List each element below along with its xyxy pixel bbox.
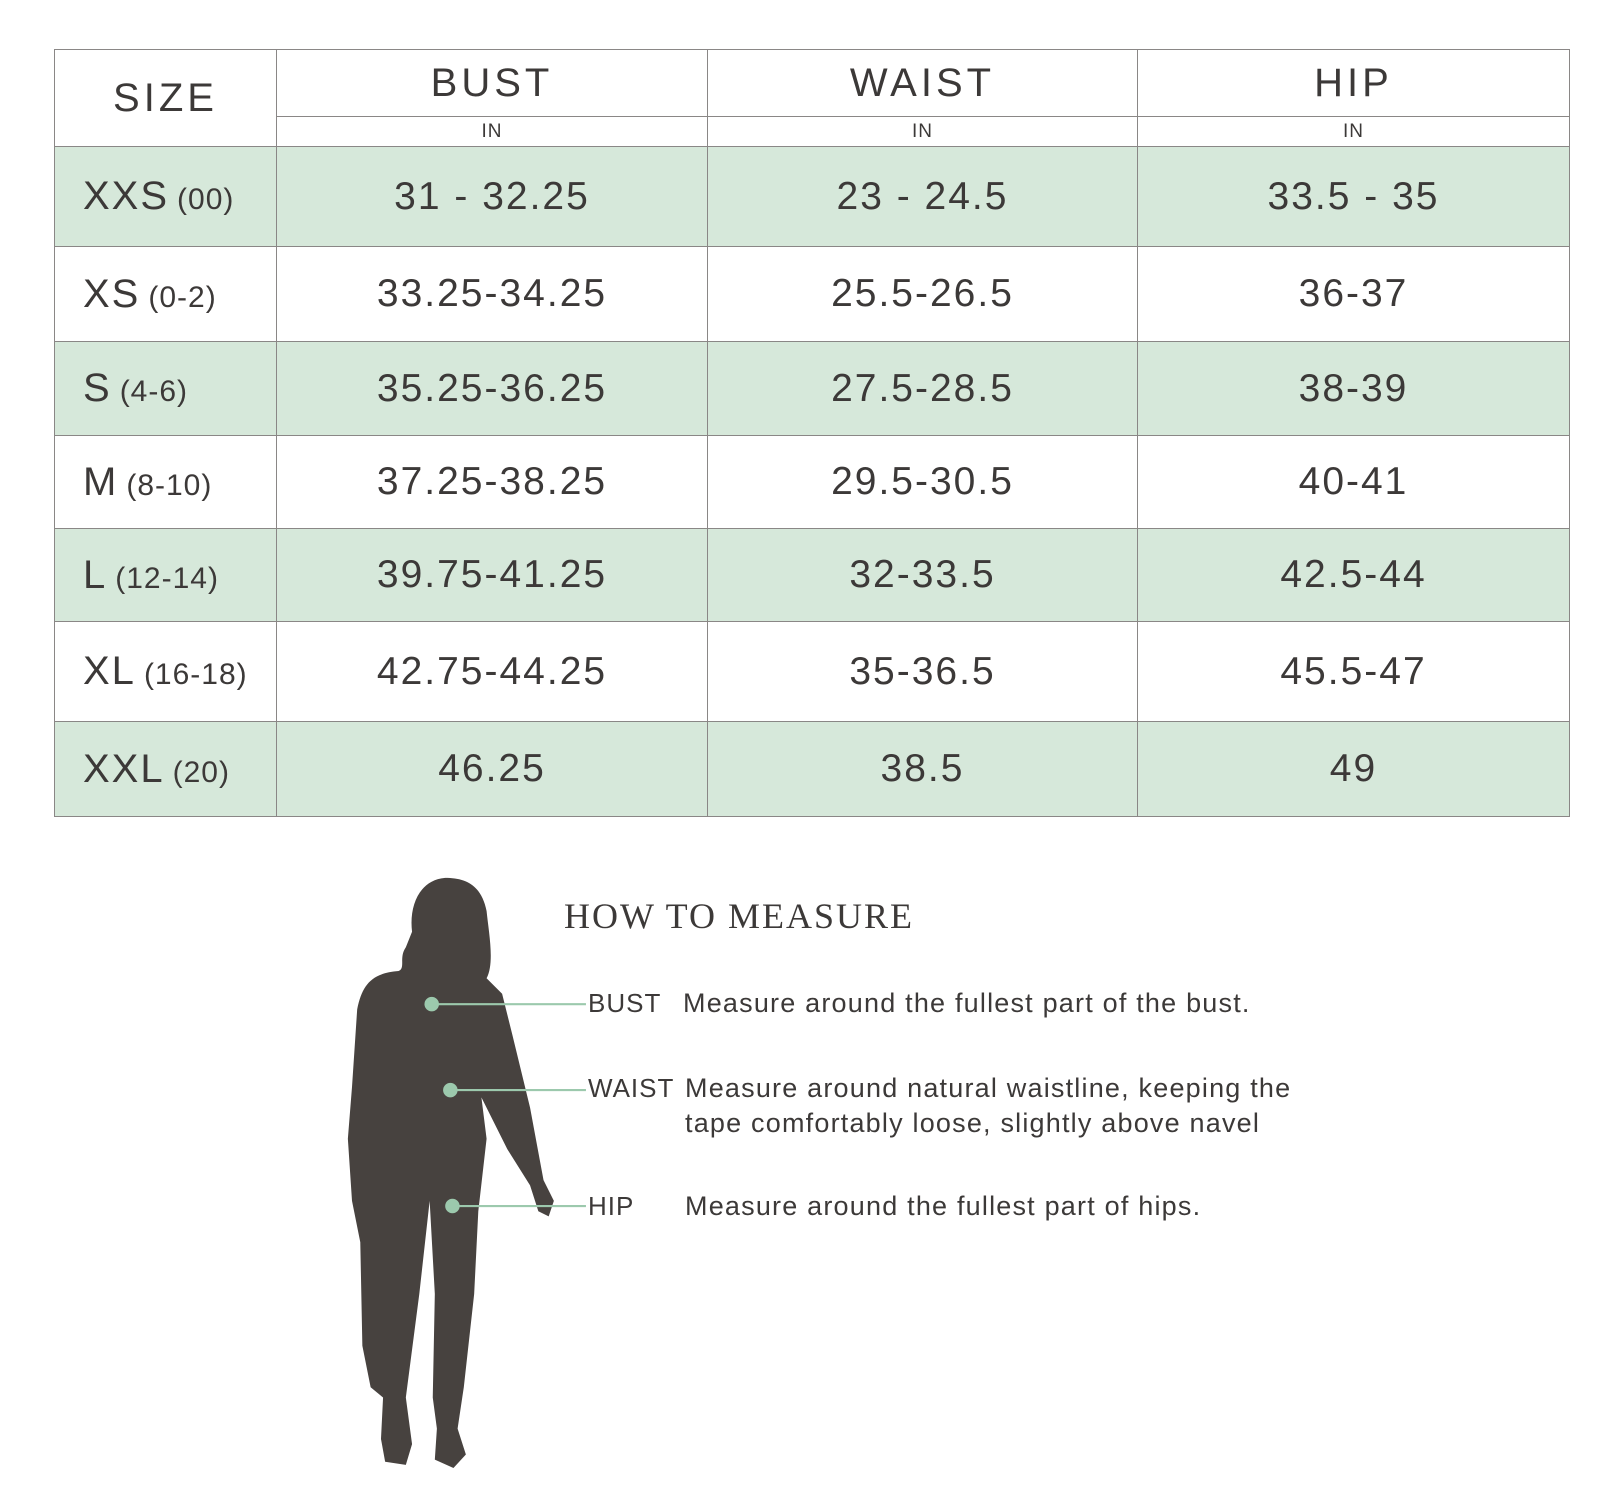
table-row: S (4-6) 35.25-36.25 27.5-28.5 38-39 <box>54 341 1570 436</box>
waist-description: Measure around natural waistline, keepin… <box>685 1071 1405 1141</box>
numeric-size: (20) <box>172 755 230 789</box>
size-cell: XS (0-2) <box>54 246 277 342</box>
hip-value: 33.5 - 35 <box>1137 146 1570 247</box>
bust-header: BUST <box>276 49 708 117</box>
numeric-size: (16-18) <box>143 658 248 691</box>
table-row: XXL (20) 46.25 38.5 49 <box>54 721 1570 817</box>
waist-header: WAIST <box>707 49 1138 117</box>
bust-value: 39.75-41.25 <box>276 528 708 622</box>
hip-value: 36-37 <box>1137 246 1570 342</box>
size-cell: XXS (00) <box>54 146 277 247</box>
hip-marker <box>445 1198 586 1214</box>
waist-unit: IN <box>707 116 1138 147</box>
hip-value: 42.5-44 <box>1137 528 1570 622</box>
bust-description: Measure around the fullest part of the b… <box>683 988 1251 1018</box>
hip-value: 38-39 <box>1137 341 1570 436</box>
numeric-size: (0-2) <box>148 280 217 314</box>
bust-value: 46.25 <box>276 721 708 817</box>
bust-value: 33.25-34.25 <box>276 246 708 342</box>
size-cell: XL (16-18) <box>54 621 277 722</box>
waist-dot-icon <box>443 1082 458 1098</box>
table-row: L (12-14) 39.75-41.25 32-33.5 42.5-44 <box>54 528 1570 622</box>
size-header: SIZE <box>54 49 277 147</box>
numeric-size: (12-14) <box>115 561 219 595</box>
hip-unit: IN <box>1137 116 1570 147</box>
waist-value: 38.5 <box>707 721 1138 817</box>
size-chart-table: SIZE BUST WAIST HIP IN IN IN XXS (00) 31 -… <box>54 49 1570 817</box>
waist-value: 32-33.5 <box>707 528 1138 622</box>
bust-dot-icon <box>424 996 439 1012</box>
waist-description-line1: Measure around natural waistline, keepin… <box>685 1073 1292 1103</box>
bust-value: 37.25-38.25 <box>276 435 708 529</box>
size-label: S <box>83 366 112 410</box>
waist-label: WAIST <box>588 1073 675 1103</box>
size-label: XXL <box>83 746 165 791</box>
hip-label: HIP <box>588 1191 635 1221</box>
waist-value: 29.5-30.5 <box>707 435 1138 529</box>
woman-silhouette-icon <box>347 877 554 1468</box>
size-cell: L (12-14) <box>54 528 277 622</box>
table-row: XL (16-18) 42.75-44.25 35-36.5 45.5-47 <box>54 621 1570 722</box>
size-label: M <box>83 459 119 504</box>
waist-value: 27.5-28.5 <box>707 341 1138 436</box>
bust-label: BUST <box>588 988 662 1018</box>
how-to-measure-title: HOW TO MEASURE <box>564 896 915 936</box>
table-row: M (8-10) 37.25-38.25 29.5-30.5 40-41 <box>54 435 1570 529</box>
waist-value: 25.5-26.5 <box>707 246 1138 342</box>
hip-value: 40-41 <box>1137 435 1570 529</box>
hip-value: 45.5-47 <box>1137 621 1570 722</box>
table-row: XXS (00) 31 - 32.25 23 - 24.5 33.5 - 35 <box>54 146 1570 247</box>
bust-value: 31 - 32.25 <box>276 146 708 247</box>
bust-value: 35.25-36.25 <box>276 341 708 436</box>
waist-description-line2: tape comfortably loose, slightly above n… <box>685 1108 1261 1138</box>
hip-description: Measure around the fullest part of hips. <box>685 1191 1202 1221</box>
size-label: XXS <box>83 174 170 218</box>
size-label: XL <box>83 649 136 693</box>
waist-marker <box>443 1082 586 1098</box>
size-cell: S (4-6) <box>54 341 277 436</box>
waist-value: 35-36.5 <box>707 621 1138 722</box>
size-label: L <box>83 552 108 597</box>
hip-dot-icon <box>445 1198 460 1214</box>
numeric-size: (00) <box>177 183 235 216</box>
numeric-size: (4-6) <box>119 375 189 408</box>
numeric-size: (8-10) <box>126 468 213 502</box>
bust-marker <box>424 996 586 1012</box>
size-label: XS <box>83 271 141 316</box>
bust-value: 42.75-44.25 <box>276 621 708 722</box>
size-cell: XXL (20) <box>54 721 277 817</box>
table-row: XS (0-2) 33.25-34.25 25.5-26.5 36-37 <box>54 246 1570 342</box>
hip-value: 49 <box>1137 721 1570 817</box>
